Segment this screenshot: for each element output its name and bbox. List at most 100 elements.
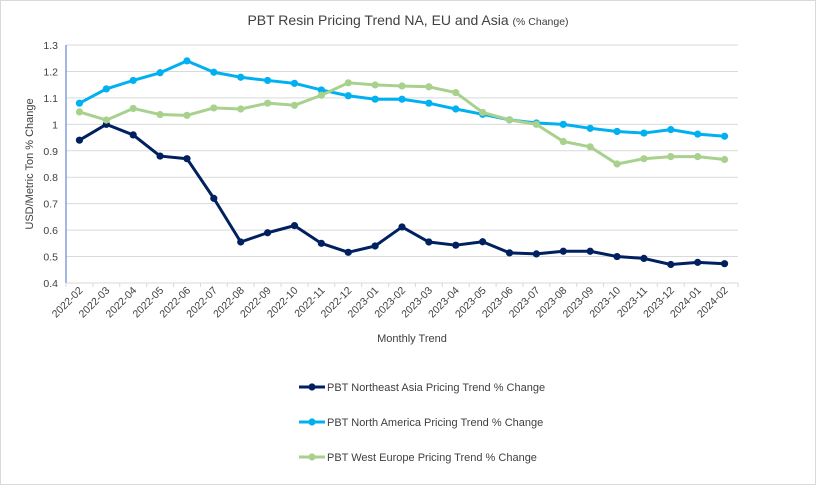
data-point xyxy=(264,76,272,85)
data-point xyxy=(667,152,675,161)
legend-label: PBT West Europe Pricing Trend % Change xyxy=(327,452,537,464)
data-point xyxy=(317,239,325,247)
data-point xyxy=(183,57,191,65)
data-point xyxy=(371,95,379,103)
data-point xyxy=(210,194,218,202)
series-line xyxy=(78,122,725,266)
data-point xyxy=(720,155,729,164)
y-tick-label: 0.9 xyxy=(43,146,58,158)
x-axis-label: Monthly Trend xyxy=(377,333,447,345)
data-point xyxy=(398,223,406,231)
data-point xyxy=(129,104,137,113)
y-axis-ticks: 0.4 0.5 0.6 0.7 0.8 0.9 1 1.1 1.2 1.3 xyxy=(43,40,58,290)
legend-label: PBT North America Pricing Trend % Change xyxy=(327,417,543,429)
data-point xyxy=(102,85,110,93)
data-point xyxy=(264,99,272,107)
data-point xyxy=(640,254,648,263)
y-tick-label: 0.4 xyxy=(43,278,58,290)
data-point xyxy=(452,105,460,113)
legend-marker xyxy=(308,383,316,391)
y-tick-label: 1.3 xyxy=(43,40,58,52)
data-point xyxy=(156,152,164,160)
data-point xyxy=(156,110,164,119)
y-tick-label: 1 xyxy=(52,119,58,131)
data-point xyxy=(264,229,272,237)
data-point xyxy=(559,137,567,146)
data-point xyxy=(452,241,460,249)
y-tick-label: 0.7 xyxy=(43,199,58,211)
data-point xyxy=(237,73,245,81)
data-point xyxy=(586,247,594,255)
data-point xyxy=(613,160,621,168)
data-point xyxy=(290,222,299,230)
data-point xyxy=(75,136,84,144)
data-point xyxy=(398,82,406,90)
data-point xyxy=(156,69,164,77)
y-tick-label: 1.1 xyxy=(43,93,58,105)
data-point xyxy=(694,152,702,161)
data-point xyxy=(559,120,567,128)
data-point xyxy=(479,238,487,246)
data-point xyxy=(640,129,648,137)
data-point xyxy=(425,83,433,91)
data-point xyxy=(640,155,648,163)
series-2 xyxy=(75,79,729,168)
legend-marker xyxy=(308,418,316,426)
data-point xyxy=(667,126,675,134)
data-point xyxy=(75,99,84,107)
data-point xyxy=(210,104,218,112)
data-point xyxy=(505,116,514,124)
data-point xyxy=(344,248,352,256)
x-axis-ticks: 2022-022022-032022-042022-052022-062022-… xyxy=(50,283,739,320)
data-point xyxy=(694,258,702,266)
y-tick-label: 0.6 xyxy=(43,225,58,237)
series-1 xyxy=(75,57,729,140)
data-point xyxy=(613,127,621,136)
data-point xyxy=(425,238,433,246)
data-point xyxy=(371,81,379,89)
data-point xyxy=(290,79,299,87)
data-point xyxy=(129,131,137,139)
series-group xyxy=(75,57,729,269)
data-point xyxy=(720,260,729,268)
data-point xyxy=(344,92,352,100)
legend-item: PBT Northeast Asia Pricing Trend % Chang… xyxy=(299,382,545,394)
data-point xyxy=(532,250,541,258)
data-point xyxy=(317,91,325,99)
data-point xyxy=(559,247,567,255)
y-tick-label: 1.2 xyxy=(43,66,58,78)
data-point xyxy=(532,120,541,128)
data-point xyxy=(290,101,299,109)
data-point xyxy=(237,105,245,113)
data-point xyxy=(237,238,245,246)
data-point xyxy=(398,95,406,103)
data-point xyxy=(613,252,621,261)
data-point xyxy=(344,79,352,87)
chart-title: PBT Resin Pricing Trend NA, EU and Asia … xyxy=(247,12,568,28)
data-point xyxy=(667,260,675,269)
y-axis-label: USD/Metric Ton % Change xyxy=(24,98,36,229)
data-point xyxy=(371,242,379,250)
legend-item: PBT West Europe Pricing Trend % Change xyxy=(299,452,537,464)
data-point xyxy=(452,89,460,97)
data-point xyxy=(317,86,325,94)
series-0 xyxy=(75,120,729,269)
legend: PBT Northeast Asia Pricing Trend % Chang… xyxy=(299,382,545,464)
data-point xyxy=(129,76,137,85)
data-point xyxy=(505,249,514,257)
data-point xyxy=(479,108,487,117)
legend-marker xyxy=(308,453,316,461)
data-point xyxy=(75,108,84,116)
data-point xyxy=(586,143,594,151)
data-point xyxy=(102,116,110,124)
legend-item: PBT North America Pricing Trend % Change xyxy=(299,417,543,429)
data-point xyxy=(720,132,729,140)
y-tick-label: 0.5 xyxy=(43,252,58,264)
data-point xyxy=(183,111,191,119)
data-point xyxy=(210,68,218,76)
data-point xyxy=(694,130,702,138)
y-tick-label: 0.8 xyxy=(43,172,58,184)
legend-label: PBT Northeast Asia Pricing Trend % Chang… xyxy=(327,382,545,394)
data-point xyxy=(425,99,433,107)
